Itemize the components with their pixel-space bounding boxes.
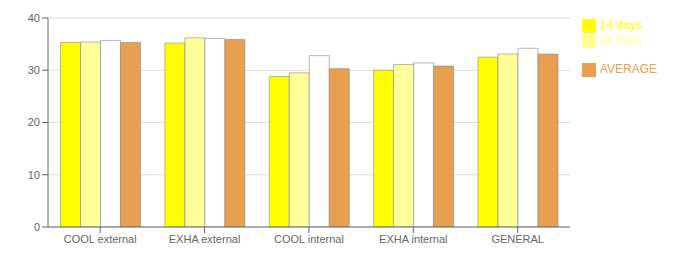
svg-text:EXHA internal: EXHA internal — [379, 233, 447, 245]
svg-text:40: 40 — [28, 12, 40, 24]
html-text:42 days: 42 days — [599, 47, 642, 62]
html-text:AVERAGE: AVERAGE — [599, 62, 657, 77]
svg-text:EXHA external: EXHA external — [169, 233, 241, 245]
svg-text:30: 30 — [28, 64, 40, 76]
svg-text:GENERAL: GENERAL — [491, 233, 544, 245]
svg-text:COOL external: COOL external — [64, 233, 137, 245]
svg-text:0: 0 — [34, 221, 40, 233]
html-text:14 days: 14 days — [599, 18, 642, 32]
svg-text:COOL internal: COOL internal — [274, 233, 344, 245]
svg-text:10: 10 — [28, 169, 40, 181]
html-text:28 days: 28 days — [599, 32, 642, 47]
svg-text:20: 20 — [28, 116, 40, 128]
